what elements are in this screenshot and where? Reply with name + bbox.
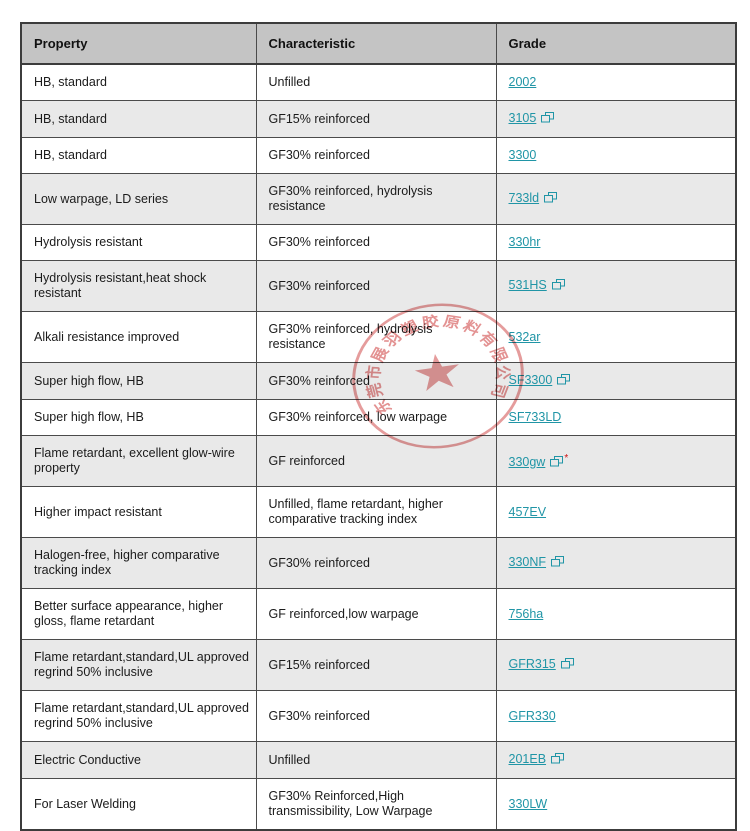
property-cell: Halogen-free, higher comparative trackin… [20,537,257,589]
property-cell: For Laser Welding [20,778,257,831]
property-cell: Hydrolysis resistant,heat shock resistan… [20,260,257,312]
grades-table: Property Characteristic Grade HB, standa… [20,22,737,831]
property-cell: Alkali resistance improved [20,311,257,363]
grade-link[interactable]: 330hr [508,235,541,249]
table-row: Halogen-free, higher comparative trackin… [20,537,737,589]
grade-cell: 531HS [495,260,737,312]
grade-cell: GFR315 [495,639,737,691]
characteristic-cell: GF15% reinforced [255,639,497,691]
characteristic-cell: GF30% Reinforced,High transmissibility, … [255,778,497,831]
characteristic-cell: Unfilled [255,63,497,101]
external-link-icon[interactable] [551,279,565,294]
grade-cell: 3300 [495,137,737,174]
table-row: HB, standard GF15% reinforced 3105 [20,100,737,138]
characteristic-cell: GF30% reinforced [255,362,497,400]
grade-link[interactable]: SF3300 [508,373,553,387]
characteristic-cell: Unfilled [255,741,497,779]
table-row: For Laser Welding GF30% Reinforced,High … [20,778,737,831]
table-row: Alkali resistance improved GF30% reinfor… [20,311,737,363]
grade-cell: 201EB [495,741,737,779]
characteristic-cell: GF30% reinforced, hydrolysis resistance [255,173,497,225]
external-link-icon[interactable] [551,753,565,768]
table-header-row: Property Characteristic Grade [20,22,737,65]
grade-cell: 532ar [495,311,737,363]
grade-link[interactable]: 531HS [508,278,547,292]
characteristic-cell: GF reinforced,low warpage [255,588,497,640]
table-row: Flame retardant,standard,UL approved reg… [20,690,737,742]
grade-cell: 330NF [495,537,737,589]
external-link-icon[interactable] [544,192,558,207]
column-header-property: Property [20,22,257,65]
grade-link[interactable]: 330LW [508,796,548,811]
characteristic-cell: GF30% reinforced [255,260,497,312]
property-cell: Higher impact resistant [20,486,257,538]
grade-link[interactable]: 3105 [508,111,537,125]
characteristic-cell: GF30% reinforced, hydrolysis resistance [255,311,497,363]
property-cell: HB, standard [20,63,257,101]
table-row: HB, standard Unfilled 2002 [20,63,737,101]
property-cell: Low warpage, LD series [20,173,257,225]
external-link-icon[interactable] [557,374,571,389]
grade-link[interactable]: 733ld [508,191,540,205]
characteristic-cell: Unfilled, flame retardant, higher compar… [255,486,497,538]
characteristic-cell: GF30% reinforced [255,137,497,174]
table-row: Better surface appearance, higher gloss,… [20,588,737,640]
property-cell: Super high flow, HB [20,362,257,400]
table-row: Flame retardant,standard,UL approved reg… [20,639,737,691]
table-row: Super high flow, HB GF30% reinforced SF3… [20,362,737,400]
property-cell: Hydrolysis resistant [20,224,257,261]
grade-link[interactable]: 532ar [508,329,541,344]
characteristic-cell: GF30% reinforced [255,690,497,742]
grade-link[interactable]: SF733LD [508,410,562,424]
grade-cell: 2002 [495,63,737,101]
grade-link[interactable]: GFR315 [508,657,556,671]
table-row: Flame retardant, excellent glow-wire pro… [20,435,737,487]
grade-cell: SF3300 [495,362,737,400]
characteristic-cell: GF30% reinforced [255,537,497,589]
characteristic-cell: GF reinforced [255,435,497,487]
grade-cell: SF733LD [495,399,737,436]
property-cell: Flame retardant, excellent glow-wire pro… [20,435,257,487]
characteristic-cell: GF30% reinforced, low warpage [255,399,497,436]
grade-link[interactable]: 330NF [508,555,547,569]
table-row: Hydrolysis resistant GF30% reinforced 33… [20,224,737,261]
external-link-icon[interactable] [550,456,564,471]
column-header-characteristic: Characteristic [255,22,497,65]
grade-cell: 330LW [495,778,737,831]
grade-link[interactable]: 201EB [508,752,547,766]
external-link-icon[interactable] [541,112,555,127]
grade-note-asterisk: * [564,452,569,464]
table-row: Electric Conductive Unfilled 201EB [20,741,737,779]
grade-cell: 756ha [495,588,737,640]
grade-link[interactable]: 3300 [508,148,537,162]
property-cell: Electric Conductive [20,741,257,779]
grade-cell: 3105 [495,100,737,138]
external-link-icon[interactable] [551,556,565,571]
grade-cell: 330gw * [495,435,737,487]
grade-cell: 457EV [495,486,737,538]
external-link-icon[interactable] [560,658,574,673]
property-cell: Flame retardant,standard,UL approved reg… [20,690,257,742]
table-row: Hydrolysis resistant,heat shock resistan… [20,260,737,312]
column-header-grade: Grade [495,22,737,65]
grade-cell: 733ld [495,173,737,225]
table-row: Low warpage, LD series GF30% reinforced,… [20,173,737,225]
grade-link[interactable]: 756ha [508,606,544,621]
table-row: Super high flow, HB GF30% reinforced, lo… [20,399,737,436]
property-cell: HB, standard [20,100,257,138]
property-cell: Better surface appearance, higher gloss,… [20,588,257,640]
grade-link[interactable]: 457EV [508,504,547,519]
table-row: HB, standard GF30% reinforced 3300 [20,137,737,174]
property-cell: HB, standard [20,137,257,174]
property-cell: Super high flow, HB [20,399,257,436]
grade-cell: 330hr [495,224,737,261]
property-cell: Flame retardant,standard,UL approved reg… [20,639,257,691]
characteristic-cell: GF30% reinforced [255,224,497,261]
grade-link[interactable]: GFR330 [508,708,556,723]
table-row: Higher impact resistant Unfilled, flame … [20,486,737,538]
grade-link[interactable]: 2002 [508,75,537,89]
characteristic-cell: GF15% reinforced [255,100,497,138]
grade-link[interactable]: 330gw [508,455,546,470]
grade-cell: GFR330 [495,690,737,742]
